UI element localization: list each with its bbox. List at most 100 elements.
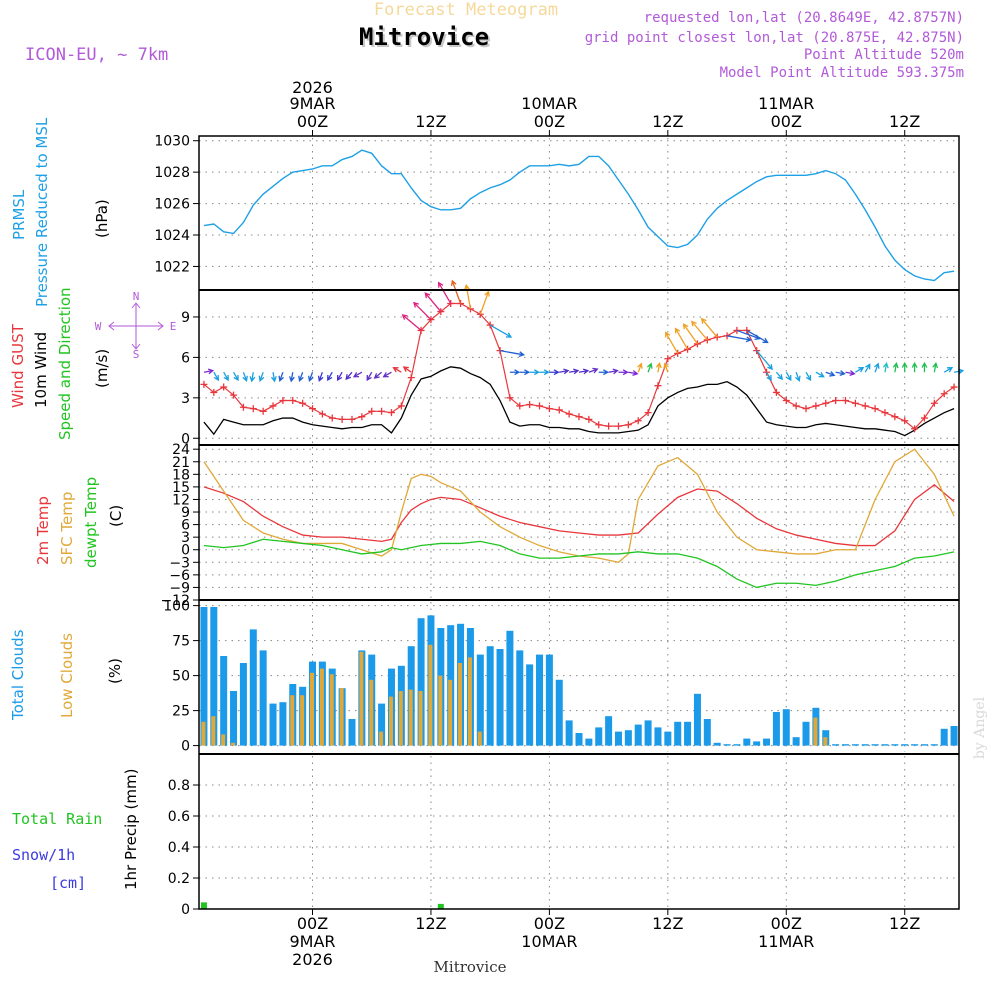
low-cloud-bar <box>231 742 236 746</box>
total-cloud-bar <box>792 737 800 746</box>
gust-point <box>950 383 958 391</box>
wind-direction-arrow <box>618 369 629 376</box>
wind-direction-arrow <box>298 371 304 382</box>
pressure-labels: PRMSL Pressure Reduced to MSL (hPa) <box>10 117 111 307</box>
gust-point <box>911 425 919 433</box>
total-cloud-bar <box>940 728 948 746</box>
wind-direction-arrow <box>382 371 392 378</box>
total-cloud-bar <box>230 691 238 746</box>
wind-direction-arrow <box>450 279 462 304</box>
wind-direction-arrow <box>242 371 248 382</box>
low-cloud-bar <box>477 731 482 746</box>
total-cloud-bar <box>496 649 504 746</box>
snow-label: Snow/1h <box>12 846 75 864</box>
rain-bar <box>437 903 444 909</box>
gust-point <box>624 421 632 429</box>
wind-direction-arrow <box>825 371 836 377</box>
location-title-shadow: Mitrovice <box>361 25 491 53</box>
low-cloud-bar <box>369 679 374 746</box>
wind-10m-line <box>203 366 955 437</box>
gust-point <box>200 380 208 388</box>
total-cloud-bar <box>782 709 790 746</box>
wind-direction-arrow <box>336 371 343 382</box>
gust-point <box>506 394 514 402</box>
total-cloud-bar <box>841 744 849 746</box>
wind-direction-arrow <box>499 350 526 358</box>
wind-direction-arrow <box>665 331 679 354</box>
precip-ytick-label: 0.8 <box>168 778 190 794</box>
wind-direction-arrow <box>691 320 708 341</box>
temperature-ytick-label: 0 <box>181 543 190 559</box>
prmsl-label: PRMSL <box>10 189 28 240</box>
wind-direction-arrow <box>489 324 513 338</box>
pressure-ytick-label: 1026 <box>154 197 190 213</box>
footer-location: Mitrovice <box>434 958 507 976</box>
wind-ytick-label: 6 <box>181 350 190 366</box>
gust-point <box>397 402 405 410</box>
wind-direction-arrow <box>203 368 215 375</box>
time-label: 00Z <box>297 112 328 131</box>
clouds-ytick-label: 75 <box>172 634 190 650</box>
total-cloud-bar <box>200 607 208 746</box>
total-cloud-bar <box>259 650 267 746</box>
total-cloud-bar <box>634 724 642 746</box>
wind-direction-arrow <box>746 329 769 344</box>
temperature-ytick-label: 24 <box>172 442 190 458</box>
wind-direction-arrow <box>270 372 277 383</box>
wind-direction-arrow <box>223 371 229 382</box>
total-cloud-bar <box>802 721 810 746</box>
total-cloud-bar <box>348 719 356 746</box>
gust-point <box>940 390 948 398</box>
gust-point <box>614 422 622 430</box>
wind-direction-arrow <box>424 292 442 312</box>
time-label: 00Z <box>771 914 802 933</box>
wind-direction-arrow <box>873 362 880 373</box>
total-cloud-bar <box>703 719 711 746</box>
wind-direction-arrow <box>402 366 412 373</box>
gust-point <box>486 321 494 329</box>
gust-point <box>348 415 356 423</box>
total-cloud-bar <box>239 663 247 746</box>
total-cloud-bar <box>950 726 958 746</box>
gust-point <box>299 399 307 407</box>
gust-point <box>605 422 613 430</box>
low-cloud-bar <box>467 657 472 746</box>
precip-ytick-label: 0.4 <box>168 840 190 856</box>
total-cloud-bar <box>486 646 494 746</box>
gust-point <box>851 399 859 407</box>
wind-direction-arrow <box>608 368 619 375</box>
low-cloud-bar <box>458 663 463 746</box>
gust-point <box>279 397 287 405</box>
time-label: 10MAR <box>521 94 577 113</box>
wind-direction-arrow <box>932 362 939 373</box>
model-altitude: Model Point Altitude 593.375m <box>720 65 964 81</box>
total-cloud-bar <box>476 654 484 746</box>
wind-direction-arrow <box>213 371 219 382</box>
wind-direction-arrow <box>795 371 801 382</box>
gust-point <box>368 407 376 415</box>
gust-point <box>289 397 297 405</box>
pressure-ytick-label: 1022 <box>154 259 190 275</box>
wind-ytick-label: 3 <box>181 391 190 407</box>
grid-point-coords: grid point closest lon,lat (20.875E, 42.… <box>585 30 964 46</box>
precip-ytick-label: 0.6 <box>168 809 190 825</box>
gust-point <box>585 415 593 423</box>
time-label: 12Z <box>415 112 446 131</box>
gust-point <box>358 413 366 421</box>
wind-direction-arrow <box>352 371 363 378</box>
total-cloud-bar <box>605 716 613 746</box>
time-label: 11MAR <box>758 932 814 951</box>
temperature-labels: 2m Temp SFC Temp dewpt Temp (C) <box>34 477 125 568</box>
compass-north: N <box>133 290 140 303</box>
total-cloud-bar <box>526 664 534 746</box>
gust-point <box>565 410 573 418</box>
total-cloud-bar <box>664 731 672 746</box>
gust-point <box>841 397 849 405</box>
pressure-msl-label: Pressure Reduced to MSL <box>33 117 51 307</box>
gust-point <box>269 402 277 410</box>
temperature-ytick-label: −6 <box>169 568 190 584</box>
gust-point <box>920 414 928 422</box>
gust-point <box>220 383 228 391</box>
outer-frame <box>198 135 960 910</box>
